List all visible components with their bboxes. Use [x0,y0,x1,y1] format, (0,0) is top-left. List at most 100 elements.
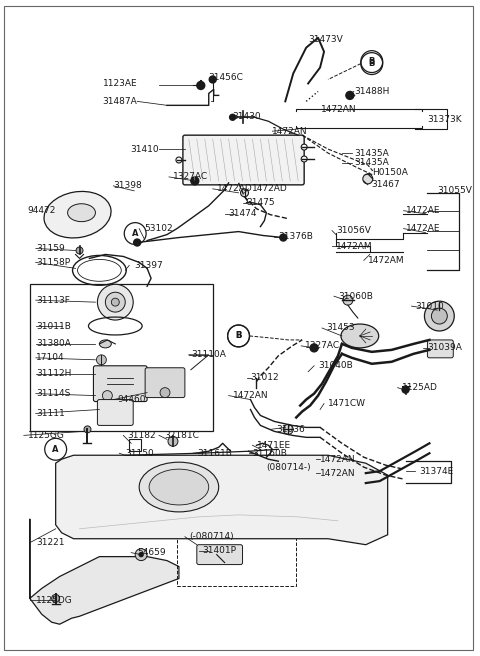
Circle shape [363,174,373,184]
Text: (080714-): (080714-) [266,462,311,472]
Text: 32181C: 32181C [164,431,199,440]
Text: 31467: 31467 [372,180,400,190]
Text: 31475: 31475 [247,198,275,207]
Text: 54659: 54659 [137,548,166,557]
Text: 94472: 94472 [28,206,56,215]
Text: 31011B: 31011B [36,321,71,331]
Circle shape [343,295,353,305]
Text: 1472AN: 1472AN [320,455,356,464]
Text: 31056V: 31056V [336,226,371,235]
Text: 31487A: 31487A [102,97,137,106]
Text: 31039A: 31039A [427,343,462,352]
Circle shape [229,114,236,120]
Circle shape [310,344,318,352]
Text: 31114S: 31114S [36,389,70,398]
Text: 31435A: 31435A [354,148,389,157]
Text: 31040B: 31040B [318,361,353,370]
FancyBboxPatch shape [94,366,147,401]
FancyBboxPatch shape [197,544,242,565]
Text: 31430: 31430 [233,112,261,121]
Bar [177,527,296,586]
Text: 1472AN: 1472AN [320,468,356,478]
Text: 31374E: 31374E [420,466,454,476]
Ellipse shape [424,301,454,331]
Polygon shape [30,519,179,625]
Text: 31376B: 31376B [278,232,313,241]
Text: 1472AD: 1472AD [216,184,252,194]
Text: 31012: 31012 [251,373,279,382]
Text: 1472AM: 1472AM [368,256,405,265]
Text: 31474: 31474 [228,209,257,218]
Text: 94460: 94460 [117,395,146,404]
Circle shape [134,239,141,246]
Text: 31150: 31150 [125,449,154,458]
Text: A: A [132,229,138,238]
Text: 1125GG: 1125GG [28,431,65,440]
Ellipse shape [99,340,111,348]
Text: 31456C: 31456C [209,73,244,82]
Text: 1472AM: 1472AM [336,242,372,251]
Text: 31113F: 31113F [36,296,70,304]
Text: 1472AN: 1472AN [272,127,308,136]
FancyBboxPatch shape [97,400,133,425]
Circle shape [209,76,216,83]
Circle shape [240,189,249,197]
Circle shape [76,247,83,254]
Text: B: B [369,57,375,66]
Text: 31435A: 31435A [354,159,389,167]
Text: 1472AD: 1472AD [252,184,287,194]
Text: 31060B: 31060B [338,292,373,300]
Circle shape [197,81,205,89]
Text: 31182: 31182 [127,431,156,440]
Circle shape [96,355,107,365]
Text: 1471EE: 1471EE [256,441,290,450]
Text: 31112H: 31112H [36,369,71,379]
Circle shape [111,298,120,306]
Text: B: B [235,331,242,340]
Text: 31110A: 31110A [191,350,226,359]
Ellipse shape [44,192,111,238]
Text: 31410: 31410 [131,144,159,154]
Text: 1472AN: 1472AN [233,391,268,400]
FancyBboxPatch shape [183,135,304,185]
Text: 1327AC: 1327AC [305,341,340,350]
Text: 31055V: 31055V [437,186,472,195]
Text: H0150A: H0150A [372,169,408,177]
Text: 31453: 31453 [326,323,355,333]
Text: B: B [369,59,375,68]
Text: 31380A: 31380A [36,339,71,348]
Circle shape [168,436,178,446]
Text: 1471CW: 1471CW [328,399,366,408]
Circle shape [283,424,293,434]
Circle shape [160,388,170,398]
Text: B: B [235,331,242,340]
Text: 1472AN: 1472AN [321,105,357,114]
Text: 1125DG: 1125DG [36,596,72,605]
Circle shape [139,552,143,557]
Circle shape [301,156,307,162]
Circle shape [280,234,287,241]
Text: 1472AE: 1472AE [406,224,440,233]
Text: A: A [52,445,59,454]
Ellipse shape [68,204,96,222]
Text: 31398: 31398 [113,181,142,190]
Circle shape [106,292,125,312]
FancyBboxPatch shape [427,340,453,358]
Polygon shape [56,455,388,544]
Bar [30,284,213,432]
Circle shape [97,284,133,320]
Text: 31159: 31159 [36,244,64,253]
Ellipse shape [149,469,209,505]
Text: 31111: 31111 [36,409,64,418]
Circle shape [301,144,307,150]
Text: 31010: 31010 [416,302,444,311]
Ellipse shape [432,308,447,324]
Text: 1472AE: 1472AE [406,206,440,215]
Text: 31036: 31036 [276,425,305,434]
Text: 31373K: 31373K [427,115,462,124]
Circle shape [52,594,60,602]
Text: 31401P: 31401P [203,546,237,555]
Circle shape [191,177,199,185]
Circle shape [102,390,112,401]
Circle shape [346,91,354,99]
